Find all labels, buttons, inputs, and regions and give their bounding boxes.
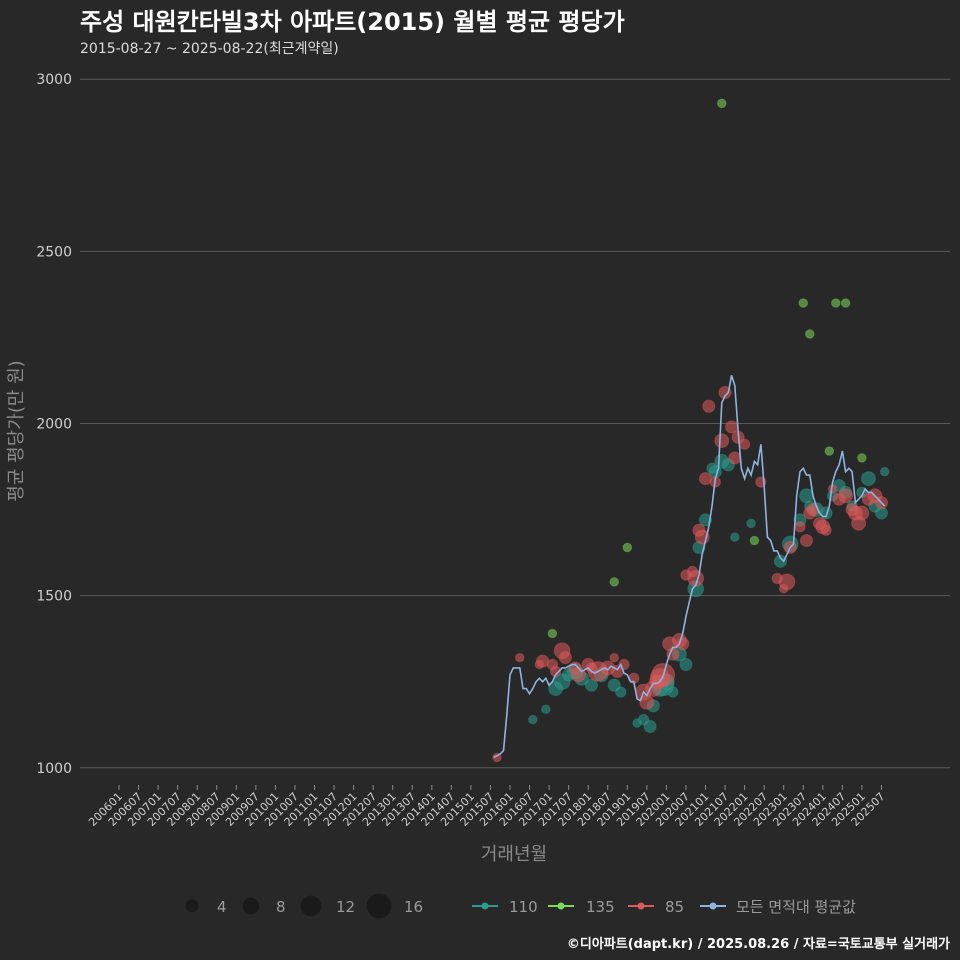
color-legend-label: 모든 면적대 평균값 <box>736 898 856 916</box>
scatter-point-85 <box>799 533 814 548</box>
y-tick-labels: 1000 1500 2000 2500 3000 <box>36 72 72 777</box>
scatter-point-85 <box>702 399 716 413</box>
scatter-point-85 <box>838 488 854 504</box>
average-line <box>493 375 886 759</box>
caption: ©디아파트(dapt.kr) / 2025.08.26 / 자료=국토교통부 실… <box>567 936 950 952</box>
scatter-point-135 <box>622 542 633 553</box>
scatter-point-85 <box>609 652 620 663</box>
size-legend-circle <box>185 899 199 913</box>
size-legend-circle <box>366 893 392 919</box>
scatter-point-110 <box>698 513 713 527</box>
size-legend-circle <box>300 895 322 917</box>
scatter-point-110 <box>667 686 679 698</box>
color-legend-dot <box>481 902 489 910</box>
scatter-point-85 <box>714 433 730 449</box>
scatter-point-135 <box>716 98 727 109</box>
scatter-point-85 <box>854 505 870 521</box>
scatter-point-110 <box>730 532 740 542</box>
scatter-point-135 <box>609 577 620 587</box>
color-legend-dot <box>557 902 565 910</box>
scatter-point-110 <box>584 678 599 692</box>
scatter-point-85 <box>558 651 572 665</box>
scatter-point-110 <box>679 657 693 672</box>
scatter-point-110 <box>615 686 627 698</box>
y-tick-label: 3000 <box>36 72 72 88</box>
chart-title: 주성 대원칸타빌3차 아파트(2015) 월별 평균 평당가 <box>80 8 625 36</box>
size-legend-label: 16 <box>404 898 423 916</box>
y-axis-label: 평균 평당가(만 원) <box>6 360 27 501</box>
scatter-point-85 <box>738 438 751 450</box>
scatter-point-110 <box>860 471 876 487</box>
scatter-point-85 <box>820 524 832 536</box>
y-gridlines <box>80 78 950 769</box>
plot-area <box>492 98 890 763</box>
scatter-point-85 <box>514 652 525 663</box>
x-tick-labels: 2006012006072007012007072008012008072009… <box>86 785 888 829</box>
scatter-point-135 <box>547 628 558 639</box>
color-legend-dot <box>709 902 717 910</box>
size-legend-label: 12 <box>336 898 355 916</box>
color-legend-label: 85 <box>665 898 684 916</box>
scatter-point-85 <box>794 521 806 533</box>
scatter-point-110 <box>541 704 551 715</box>
chart-subtitle: 2015-08-27 ~ 2025-08-22(최근계약일) <box>80 41 339 57</box>
legend: 4 8 12 16 110 135 85 모든 면적대 평균값 <box>185 893 856 919</box>
color-legend-label: 135 <box>586 898 615 916</box>
x-axis-label: 거래년월 <box>481 844 547 865</box>
scatter-point-85 <box>728 451 742 465</box>
size-legend-circle <box>242 897 260 915</box>
scatter-point-135 <box>749 535 760 546</box>
scatter-point-135 <box>831 298 841 308</box>
y-tick-label: 1000 <box>36 761 72 777</box>
size-legend-label: 4 <box>217 898 227 916</box>
scatter-point-135 <box>840 298 851 308</box>
scatter-point-135 <box>804 329 815 339</box>
scatter-point-85 <box>778 573 796 591</box>
y-tick-label: 2500 <box>36 244 72 260</box>
scatter-point-135 <box>824 446 835 456</box>
y-tick-label: 2000 <box>36 417 72 433</box>
color-legend-dot <box>637 902 645 910</box>
scatter-point-135 <box>857 453 867 463</box>
scatter-point-110 <box>879 466 890 477</box>
scatter-point-110 <box>643 719 657 734</box>
scatter-point-110 <box>773 554 788 568</box>
scatter-point-110 <box>746 518 756 529</box>
scatter-point-110 <box>528 714 538 725</box>
scatter-point-135 <box>798 298 809 308</box>
size-legend-label: 8 <box>276 898 286 916</box>
y-tick-label: 1500 <box>36 589 72 605</box>
color-legend-label: 110 <box>509 898 538 916</box>
